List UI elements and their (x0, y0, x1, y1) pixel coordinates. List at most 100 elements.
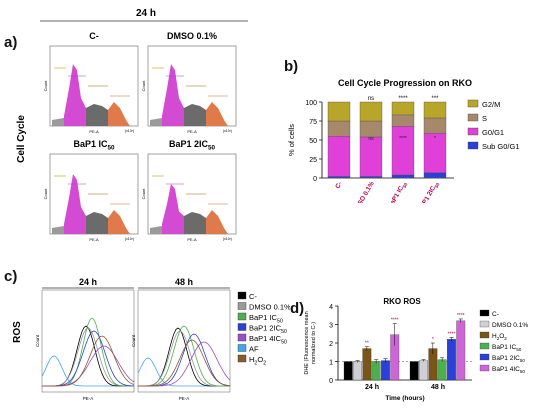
panel-a-ylabel-3: Count (141, 188, 146, 200)
panel-c-legend-label: BaP1 4IC50 (249, 334, 287, 345)
panel-a-ylabel-1: Count (141, 80, 146, 92)
panel-d-bar (447, 339, 456, 381)
panel-b-legend-label: S (482, 114, 487, 123)
panel-c-curve-1-2 (138, 330, 230, 387)
panel-b-significance-lower: * (434, 136, 436, 142)
panel-b-y-tick-label: 0 (313, 176, 317, 183)
panel-c-legend-swatch (237, 344, 247, 352)
panel-c-time-label-0: 24 h (79, 277, 97, 287)
panel-a-subg1-region-2 (52, 226, 64, 234)
panel-d-bar (362, 348, 372, 381)
panel-d-y-tick-label: 0 (329, 378, 333, 385)
panel-d-y-tick-label: 4 (329, 304, 333, 311)
panel-a-s-region-0 (86, 104, 108, 126)
panel-c-curve-1-6 (138, 339, 231, 387)
panel-d-legend-label: BaP1 4IC50 (492, 366, 525, 374)
panel-a-s-region-3 (184, 212, 206, 234)
panel-d-bar (371, 361, 381, 381)
panel-d-legend-swatch (479, 320, 490, 328)
panel-b-category-label: DMSO 0.1% (352, 180, 376, 203)
panel-b-bar-s (423, 117, 447, 134)
panel-c-ylabel-1: Count (131, 334, 136, 347)
panel-b-cell-cycle-chart: Cell Cycle Progression on RKO 0 25 50 75 100%… (287, 78, 520, 203)
panel-b-significance-lower: **** (399, 136, 407, 142)
panel-b-bar-sub-g0-g1 (423, 172, 447, 179)
panel-c-legend-swatch (237, 323, 247, 331)
panel-a-xlabel-2: PE-A (89, 237, 99, 242)
panel-b-y-tick-label: 50 (309, 138, 317, 145)
panel-b-bar-g2-m (327, 101, 351, 122)
panel-d-y-tick-label: 3 (329, 323, 333, 330)
panel-a-title-2: BaP1 IC50 (73, 139, 115, 152)
panel-d-bar (381, 360, 390, 381)
panel-c-legend-swatch (237, 302, 247, 310)
panel-d-significance: **** (457, 313, 465, 319)
panel-b-y-tick-label: 75 (309, 119, 317, 126)
panel-b-significance-lower: ns (368, 136, 374, 142)
panel-d-chart-title: RKO ROS (383, 297, 421, 306)
panel-a-xexp-1: (x10³) (223, 129, 232, 133)
panel-b-legend-swatch (467, 141, 479, 150)
panel-d-y-tick-label: 2 (329, 341, 333, 348)
panel-d-ros-chart: RKO ROS 0 1 2 3 4 DHE (Fluorescence mean normal… (304, 297, 528, 402)
panel-b-bar-g2-m (391, 101, 415, 116)
panel-c-plot-frame-0 (41, 289, 135, 393)
panel-d-legend-swatch (479, 331, 490, 339)
panel-a-label: a) (4, 34, 18, 51)
panel-b-chart-title: Cell Cycle Progression on RKO (338, 78, 472, 88)
panel-b-bar-s (359, 120, 383, 138)
panel-a-xlabel-1: PE-A (187, 129, 197, 134)
panel-c-curve-0-6 (42, 335, 135, 387)
panel-b-bar-g0-g1 (359, 136, 383, 177)
panel-b-significance: **** (398, 96, 408, 102)
panel-a-title-1: DMSO 0.1% (167, 31, 217, 41)
panel-c-label: c) (4, 268, 18, 285)
panel-a-g2-region-3 (206, 210, 228, 234)
panel-a-s-region-1 (184, 104, 206, 126)
panel-b-y-tick-label: 100 (305, 100, 317, 107)
panel-d-bar (343, 361, 353, 381)
panel-c-xlabel-1: PE-A (179, 396, 190, 401)
panel-d-xlabel: Time (hours) (385, 395, 424, 402)
panel-a-g1-peak-2 (64, 174, 86, 234)
panel-d-legend-swatch (479, 353, 490, 361)
panel-c-xlabel-0: PE-A (83, 396, 94, 401)
panel-c-legend-label: BaP1 2IC50 (249, 324, 287, 335)
panel-d-legend-swatch (479, 364, 490, 372)
panel-b-bar-g2-m (359, 101, 383, 122)
panel-a-xlabel-3: PE-A (187, 237, 197, 242)
panel-b-bar-s (327, 120, 351, 137)
panel-a-g1-peak-0 (64, 64, 86, 126)
panel-c-legend-label: H2O2 (249, 355, 266, 366)
panel-b-ylabel: % of cells (287, 124, 296, 156)
panel-c-legend-swatch (237, 354, 247, 363)
panel-a-g1-peak-1 (162, 64, 184, 126)
panel-a-g2-region-1 (206, 102, 228, 126)
panel-a-g1-peak-3 (162, 184, 184, 234)
panel-d-legend-label: BaP1 IC50 (492, 344, 522, 352)
panel-d-legend-label: C- (492, 311, 499, 318)
panel-a-title-0: C- (89, 31, 99, 41)
panel-d-bar (456, 320, 466, 381)
panel-a-subg1-region-3 (150, 226, 162, 234)
panel-a-xexp-0: (x10³) (125, 129, 134, 133)
panel-d-ylabel-line: normalized to C-) (311, 322, 317, 364)
panel-b-legend-label: Sub G0/G1 (482, 142, 520, 151)
panel-b-significance: ns (368, 96, 374, 102)
panel-a-xexp-2: (x10³) (125, 237, 134, 241)
panel-d-category-label: 48 h (431, 384, 445, 391)
panel-b-legend-swatch (467, 113, 479, 122)
panel-b-bar-g2-m (423, 101, 447, 119)
panel-d-y-tick-label: 1 (329, 360, 333, 367)
panel-b-category-label: BaP1 2IC50 (417, 180, 441, 203)
panel-d-significance: **** (391, 318, 399, 324)
panel-d-significance: **** (448, 331, 456, 337)
panel-a-g2-region-0 (108, 102, 130, 126)
panel-b-bar-g0-g1 (391, 126, 415, 176)
panel-c-legend-label: AF (249, 345, 259, 354)
panel-a-row-label: Cell Cycle (16, 115, 27, 163)
panel-d-bar (409, 361, 419, 381)
panel-c-legend-swatch (237, 312, 247, 321)
panel-b-legend-swatch (467, 127, 479, 136)
panel-d-label: d) (290, 300, 305, 317)
